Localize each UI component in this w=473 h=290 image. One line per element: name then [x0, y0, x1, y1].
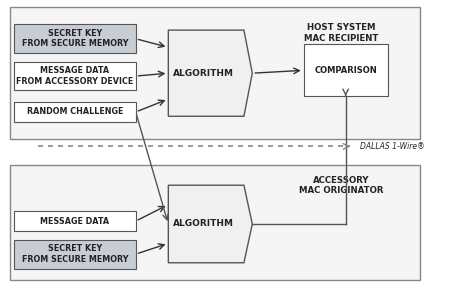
Polygon shape: [168, 30, 252, 116]
FancyBboxPatch shape: [9, 165, 420, 280]
FancyBboxPatch shape: [14, 211, 136, 231]
FancyBboxPatch shape: [14, 102, 136, 122]
Text: SECRET KEY
FROM SECURE MEMORY: SECRET KEY FROM SECURE MEMORY: [22, 29, 128, 48]
Text: MESSAGE DATA
FROM ACCESSORY DEVICE: MESSAGE DATA FROM ACCESSORY DEVICE: [17, 66, 134, 86]
Text: ACCESSORY
MAC ORIGINATOR: ACCESSORY MAC ORIGINATOR: [299, 175, 383, 195]
Text: DALLAS 1-Wire®: DALLAS 1-Wire®: [359, 142, 424, 151]
Polygon shape: [168, 185, 252, 263]
Text: HOST SYSTEM
MAC RECIPIENT: HOST SYSTEM MAC RECIPIENT: [304, 23, 378, 43]
FancyBboxPatch shape: [304, 44, 388, 96]
FancyBboxPatch shape: [14, 24, 136, 53]
FancyBboxPatch shape: [14, 240, 136, 269]
Text: RANDOM CHALLENGE: RANDOM CHALLENGE: [27, 108, 123, 117]
Text: ALGORITHM: ALGORITHM: [173, 69, 234, 78]
Text: COMPARISON: COMPARISON: [314, 66, 377, 75]
Text: ALGORITHM: ALGORITHM: [173, 220, 234, 229]
FancyBboxPatch shape: [14, 62, 136, 90]
Text: SECRET KEY
FROM SECURE MEMORY: SECRET KEY FROM SECURE MEMORY: [22, 244, 128, 264]
Text: MESSAGE DATA: MESSAGE DATA: [41, 217, 110, 226]
FancyBboxPatch shape: [9, 7, 420, 139]
